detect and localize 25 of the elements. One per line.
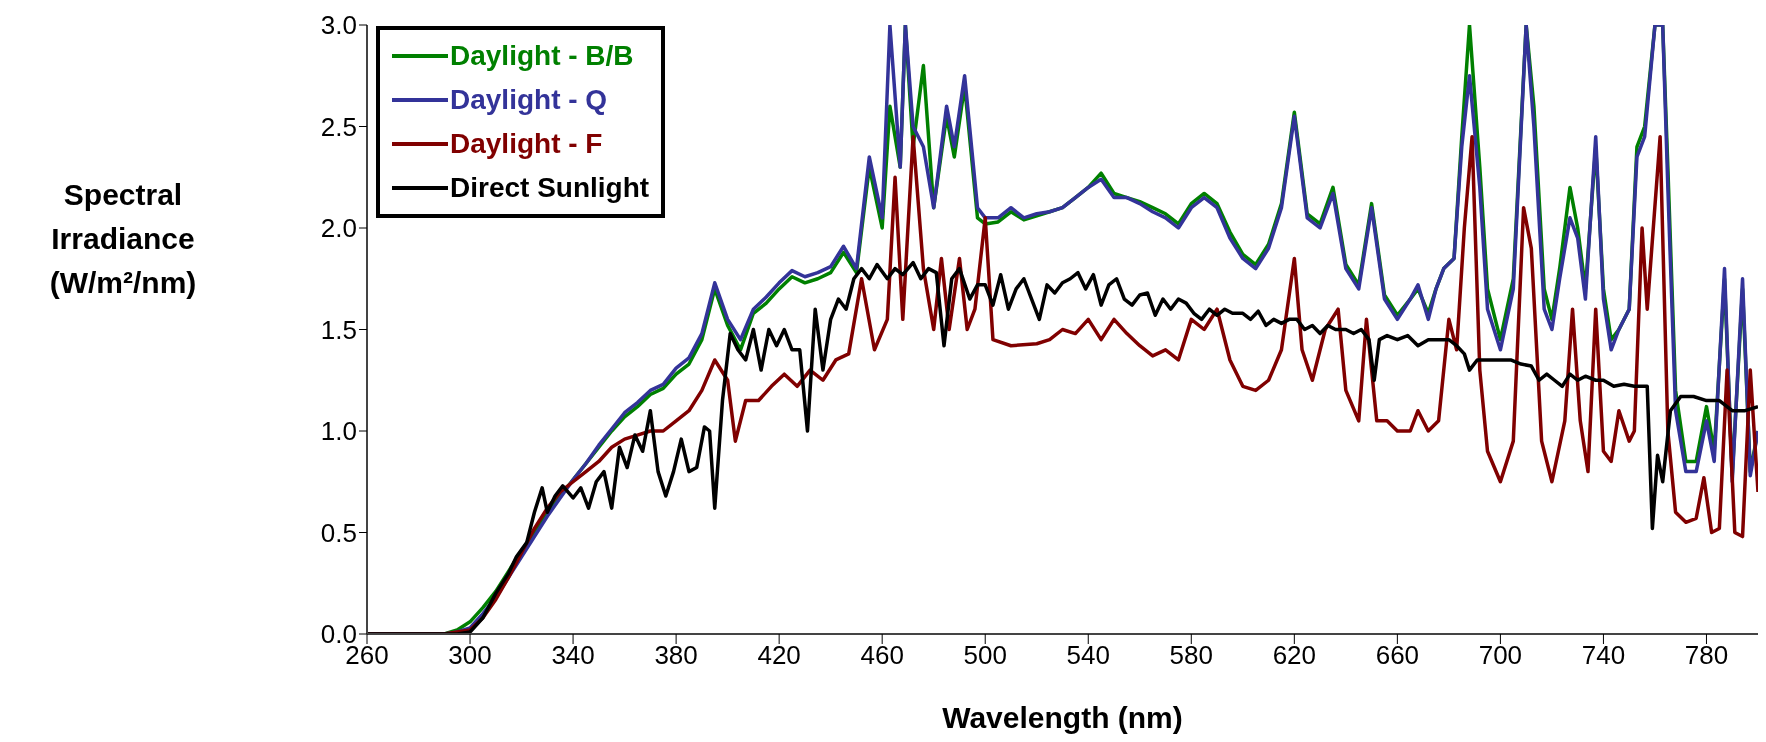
legend-label: Direct Sunlight — [450, 172, 650, 204]
y-tick-label: 1.0 — [320, 416, 357, 447]
x-tick-label: 300 — [448, 640, 492, 671]
y-tick-label: 1.5 — [320, 314, 357, 345]
x-tick-label: 420 — [757, 640, 801, 671]
x-tick-label: 620 — [1272, 640, 1317, 671]
y-tick-label: 0.5 — [320, 517, 357, 548]
x-tick-label: 340 — [551, 640, 595, 671]
x-tick-label: 740 — [1581, 640, 1626, 671]
x-tick-label: 780 — [1684, 640, 1729, 671]
legend-label: Daylight - F — [450, 128, 603, 160]
x-axis-title: Wavelength (nm) — [942, 701, 1183, 734]
x-tick-label: 460 — [860, 640, 904, 671]
x-tick-label: 500 — [963, 640, 1007, 671]
legend-label: Daylight - B/B — [450, 40, 634, 72]
y-axis-title: Spectral Irradiance (W/m²/nm) — [48, 177, 198, 301]
y-tick-label: 2.0 — [320, 213, 357, 244]
y-tick-label: 2.5 — [320, 111, 357, 142]
y-tick-label: 3.0 — [320, 10, 357, 41]
x-tick-label: 380 — [654, 640, 698, 671]
x-tick-label: 580 — [1169, 640, 1213, 671]
x-tick-label: 660 — [1375, 640, 1420, 671]
legend-label: Daylight - Q — [450, 84, 608, 116]
x-tick-label: 540 — [1066, 640, 1110, 671]
x-tick-label: 700 — [1478, 640, 1523, 671]
